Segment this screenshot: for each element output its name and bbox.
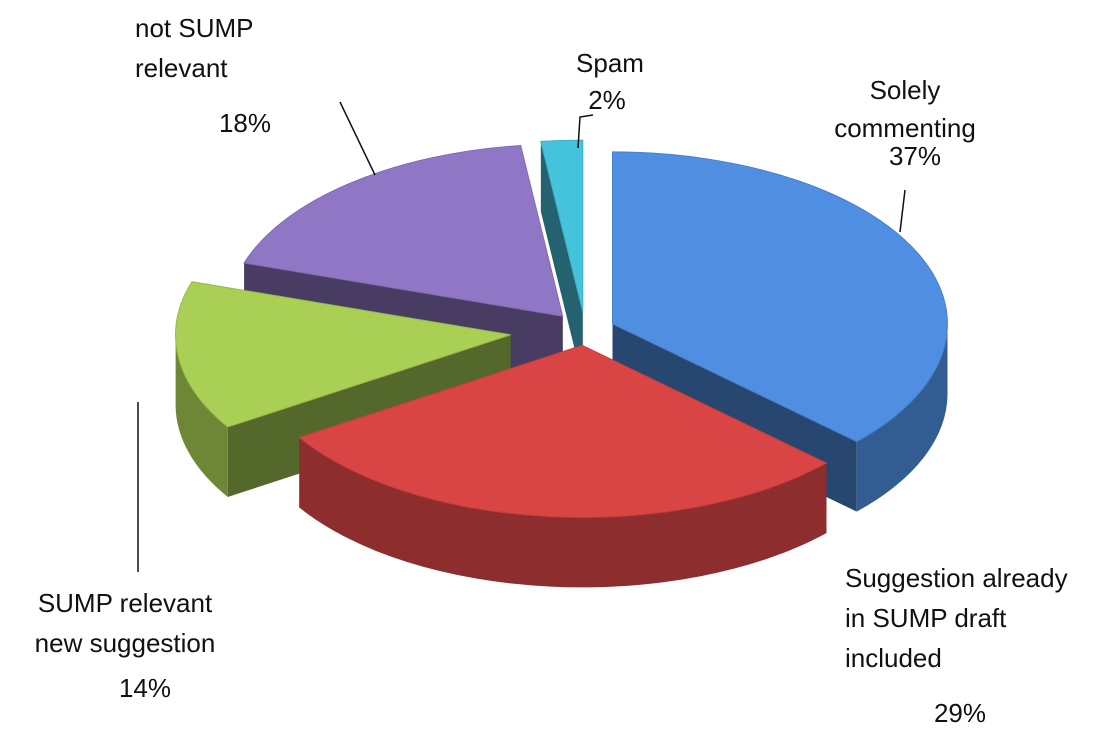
value-label: 14% — [119, 673, 171, 703]
slice-label: relevant — [135, 53, 228, 83]
slice — [175, 281, 511, 428]
slice — [612, 151, 948, 443]
slice-label: Solely — [870, 75, 941, 105]
slice-label: not SUMP — [135, 13, 254, 43]
slice-label: Suggestion already — [845, 563, 1068, 593]
value-label: 29% — [934, 698, 986, 728]
slice-edge — [175, 334, 228, 497]
slice — [540, 139, 584, 313]
leader-line — [339, 101, 376, 176]
slice-label: Spam — [576, 48, 644, 78]
leader-line — [899, 189, 906, 233]
slice-label: commenting — [834, 113, 976, 143]
value-label: 18% — [219, 108, 271, 138]
slice — [298, 344, 828, 518]
leader-line — [577, 114, 594, 149]
slice-label: new suggestion — [35, 628, 216, 658]
slice — [243, 144, 564, 317]
slice-label: in SUMP draft — [845, 603, 1007, 633]
slice-label: SUMP relevant — [38, 588, 213, 618]
value-label: 37% — [889, 141, 941, 171]
slice-label: included — [845, 643, 942, 673]
slice-edge — [299, 437, 827, 588]
value-label: 2% — [588, 85, 626, 115]
slice-edge — [856, 323, 948, 512]
slice-side — [540, 141, 583, 383]
